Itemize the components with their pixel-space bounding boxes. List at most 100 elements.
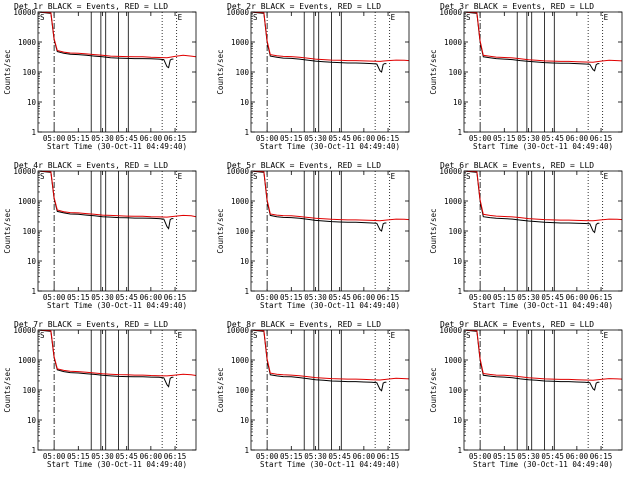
x-tick-label: 06:00 [353, 293, 376, 302]
x-tick-label: 05:00 [469, 293, 492, 302]
y-tick-label: 10000 [439, 167, 462, 176]
y-tick-label: 1000 [444, 356, 463, 365]
x-tick-label: 05:45 [115, 452, 138, 461]
event-marker-lines [266, 330, 391, 450]
y-tick-label: 1000 [444, 38, 463, 47]
event-marker-lines [53, 171, 178, 291]
x-tick-label: 05:00 [256, 452, 279, 461]
y-tick-label: 10000 [439, 8, 462, 17]
x-tick-label: 06:15 [164, 452, 187, 461]
panel-title: Det 3r BLACK = Events, RED = LLD [440, 2, 594, 11]
detector-panel-6: Det 6r BLACK = Events, RED = LLD S E 1 10 100… [429, 161, 623, 310]
x-tick-label: 05:00 [469, 134, 492, 143]
start-marker: S [253, 331, 258, 340]
series-events-line [38, 12, 174, 69]
x-axis-label: Start Time (30-Oct-11 04:49:40) [473, 142, 613, 151]
x-tick-label: 05:15 [67, 293, 90, 302]
series-lld-line [251, 330, 409, 381]
event-marker-lines [479, 12, 604, 132]
y-tick-label: 1 [244, 128, 249, 137]
y-tick-label: 10 [240, 98, 250, 107]
x-tick-label: 06:15 [377, 452, 400, 461]
x-tick-label: 05:45 [541, 293, 564, 302]
y-tick-label: 10000 [439, 326, 462, 335]
x-tick-label: 06:00 [353, 134, 376, 143]
panel-title: Det 4r BLACK = Events, RED = LLD [14, 161, 168, 170]
x-tick-label: 05:45 [541, 452, 564, 461]
plot-frame [463, 11, 623, 133]
x-tick-label: 05:00 [43, 293, 66, 302]
y-tick-label: 10 [27, 416, 37, 425]
y-tick-label: 10000 [13, 167, 36, 176]
series-events-line [464, 171, 600, 234]
x-tick-label: 06:00 [140, 134, 163, 143]
x-axis-label: Start Time (30-Oct-11 04:49:40) [473, 460, 613, 469]
series-lld-line [38, 12, 196, 59]
start-marker: S [466, 13, 471, 22]
plot-frame [463, 329, 623, 451]
x-tick-label: 05:45 [328, 452, 351, 461]
y-tick-label: 10 [453, 257, 463, 266]
y-axis-label: Counts/sec [216, 208, 225, 253]
series-events-line [251, 171, 387, 232]
x-tick-label: 06:00 [566, 134, 589, 143]
end-marker: E [604, 331, 609, 340]
x-tick-label: 06:00 [140, 293, 163, 302]
y-tick-label: 10 [27, 98, 37, 107]
end-marker: E [178, 331, 183, 340]
detector-panel-3: Det 3r BLACK = Events, RED = LLD S E 1 10 100… [429, 2, 623, 151]
x-tick-label: 05:45 [328, 134, 351, 143]
y-axis-label: Counts/sec [216, 49, 225, 94]
x-tick-label: 06:00 [566, 452, 589, 461]
x-axis-label: Start Time (30-Oct-11 04:49:40) [260, 460, 400, 469]
y-axis-label: Counts/sec [3, 208, 12, 253]
event-marker-lines [479, 171, 604, 291]
end-marker: E [178, 13, 183, 22]
y-tick-label: 100 [235, 68, 249, 77]
y-tick-label: 100 [235, 386, 249, 395]
detector-panel-7: Det 7r BLACK = Events, RED = LLD S E 1 10 100… [3, 320, 197, 469]
panel-title: Det 2r BLACK = Events, RED = LLD [227, 2, 381, 11]
start-marker: S [253, 172, 258, 181]
y-axis-label: Counts/sec [429, 49, 438, 94]
y-tick-label: 1 [31, 446, 36, 455]
panel-title: Det 8r BLACK = Events, RED = LLD [227, 320, 381, 329]
panel-title: Det 1r BLACK = Events, RED = LLD [14, 2, 168, 11]
series-lld-line [38, 171, 196, 218]
x-tick-label: 05:00 [43, 452, 66, 461]
start-marker: S [466, 331, 471, 340]
event-marker-lines [53, 12, 178, 132]
x-axis-label: Start Time (30-Oct-11 04:49:40) [260, 301, 400, 310]
x-tick-label: 05:15 [280, 293, 303, 302]
start-marker: S [253, 13, 258, 22]
x-axis-label: Start Time (30-Oct-11 04:49:40) [47, 301, 187, 310]
series-lld-line [464, 330, 622, 381]
y-tick-label: 10000 [13, 326, 36, 335]
series-lld-line [251, 171, 409, 222]
series-lld-line [464, 171, 622, 222]
series-events-line [464, 12, 600, 72]
y-tick-label: 1000 [18, 197, 37, 206]
plot-frame [250, 329, 410, 451]
x-tick-label: 05:45 [115, 293, 138, 302]
x-tick-label: 06:15 [164, 293, 187, 302]
detector-panel-5: Det 5r BLACK = Events, RED = LLD S E 1 10 100… [216, 161, 410, 310]
plot-frame [250, 170, 410, 292]
plot-frame [37, 170, 197, 292]
x-tick-label: 05:00 [256, 293, 279, 302]
end-marker: E [391, 172, 396, 181]
x-tick-label: 05:30 [91, 293, 114, 302]
y-tick-label: 10000 [226, 326, 249, 335]
y-tick-label: 1 [457, 287, 462, 296]
y-tick-label: 10000 [226, 167, 249, 176]
plot-frame [37, 329, 197, 451]
x-axis-label: Start Time (30-Oct-11 04:49:40) [473, 301, 613, 310]
x-axis-label: Start Time (30-Oct-11 04:49:40) [47, 460, 187, 469]
y-axis-label: Counts/sec [3, 49, 12, 94]
y-tick-label: 10 [453, 98, 463, 107]
start-marker: S [466, 172, 471, 181]
x-tick-label: 06:00 [140, 452, 163, 461]
y-tick-label: 1000 [231, 38, 250, 47]
x-tick-label: 05:30 [91, 134, 114, 143]
